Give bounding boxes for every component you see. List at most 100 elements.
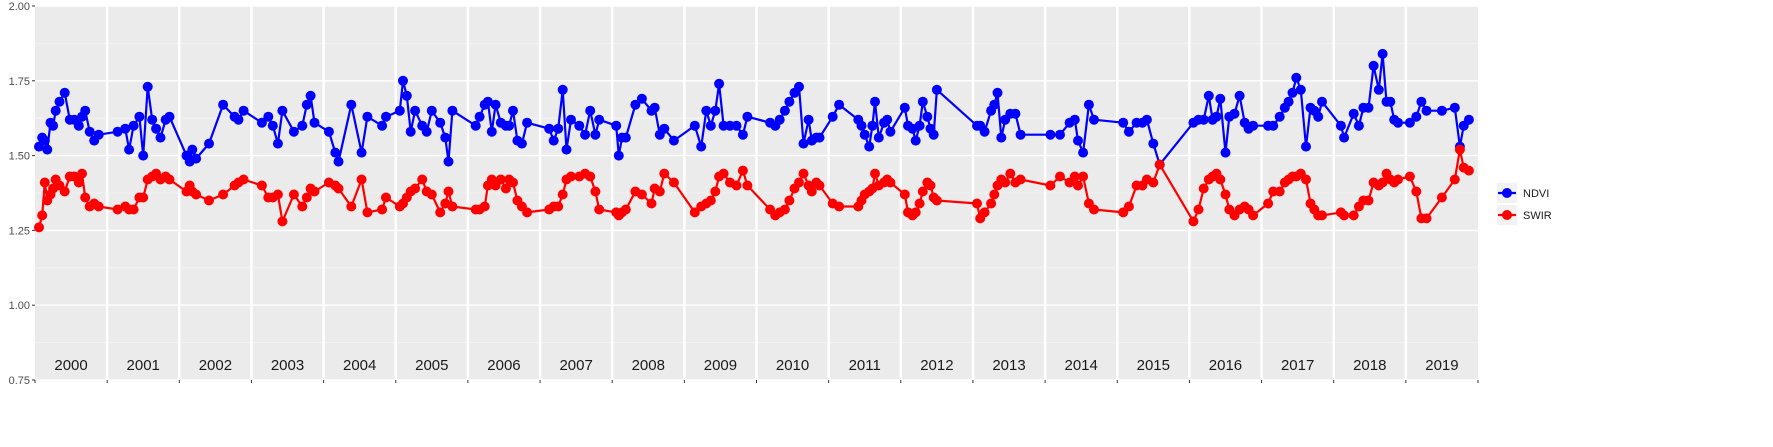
facet-label-layer: 2000 2001 2002 2003 2004 2005 2006 2007 2008 2009…: [54, 6, 1459, 380]
facet-label: 2016: [1209, 357, 1242, 374]
data-point: [611, 120, 622, 131]
facet-label: 2005: [415, 357, 448, 374]
data-point: [330, 147, 341, 158]
facet-label: 2003: [271, 357, 304, 374]
data-point: [1463, 165, 1474, 176]
data-point: [659, 123, 670, 134]
data-point: [1220, 189, 1231, 200]
data-point: [410, 183, 421, 194]
data-point: [59, 87, 70, 98]
data-point: [297, 120, 308, 131]
legend-key-point: [1502, 210, 1512, 220]
data-point: [899, 102, 910, 113]
data-point: [1248, 210, 1259, 221]
data-point: [398, 75, 408, 86]
data-point: [301, 99, 312, 110]
data-point: [856, 120, 867, 131]
data-point: [1015, 129, 1026, 140]
data-point: [305, 90, 316, 101]
data-point: [701, 105, 712, 116]
data-point: [1268, 120, 1279, 131]
data-point: [1073, 135, 1083, 146]
data-point: [1078, 171, 1089, 182]
data-point: [356, 147, 367, 158]
data-point: [1083, 99, 1094, 110]
data-point: [1274, 111, 1285, 122]
data-point: [774, 114, 785, 125]
data-point: [93, 201, 104, 212]
data-point: [899, 189, 910, 200]
data-point: [504, 120, 515, 131]
data-point: [1339, 132, 1350, 143]
data-point: [1005, 168, 1016, 179]
data-point: [1045, 180, 1056, 191]
data-point: [516, 138, 527, 149]
data-point: [1393, 117, 1403, 128]
data-point: [668, 135, 679, 146]
data-point: [482, 96, 493, 107]
data-point: [447, 201, 458, 212]
data-point: [426, 189, 437, 200]
data-point: [1045, 129, 1056, 140]
data-point: [377, 120, 388, 131]
data-point: [630, 99, 641, 110]
y-axis: 0.75 1.00 1.25 1.50 1.75 2.00: [9, 1, 1479, 387]
data-point: [794, 177, 804, 188]
data-point: [1123, 126, 1134, 137]
facet-label: 2013: [992, 357, 1025, 374]
data-point: [931, 84, 942, 95]
data-point: [1000, 177, 1011, 188]
data-point: [474, 111, 485, 122]
data-point: [1416, 96, 1427, 107]
data-point: [1377, 177, 1388, 188]
data-point: [1301, 141, 1311, 152]
data-point: [417, 174, 428, 185]
data-point: [147, 114, 158, 125]
y-tick-label: 1.25: [9, 225, 30, 237]
data-point: [585, 105, 596, 116]
data-point: [323, 126, 334, 137]
facet-label: 2006: [487, 357, 520, 374]
data-point: [263, 111, 274, 122]
data-point: [1404, 171, 1415, 182]
data-point: [277, 216, 288, 227]
data-point: [362, 207, 373, 218]
data-point: [362, 111, 373, 122]
data-point: [1393, 174, 1403, 185]
data-point: [435, 207, 446, 218]
data-point: [689, 120, 700, 131]
data-point: [590, 129, 601, 140]
data-point: [1436, 105, 1447, 116]
data-point: [737, 165, 748, 176]
data-point: [155, 132, 166, 143]
legend-key-point: [1502, 188, 1512, 198]
data-point: [566, 114, 576, 125]
data-point: [917, 186, 928, 197]
data-point: [914, 198, 925, 209]
data-point: [272, 189, 283, 200]
data-point: [1263, 198, 1274, 209]
data-point: [486, 126, 497, 137]
data-point: [346, 99, 357, 110]
data-point: [39, 177, 50, 188]
y-tick-label: 0.75: [9, 375, 30, 387]
data-point: [613, 150, 624, 161]
data-point: [925, 180, 936, 191]
data-point: [1220, 147, 1231, 158]
data-point: [288, 126, 299, 137]
data-point: [112, 126, 123, 137]
legend: NDVI SWIR: [1497, 183, 1552, 225]
data-point: [779, 204, 790, 215]
data-point: [989, 99, 1000, 110]
data-point: [522, 207, 533, 218]
data-point: [297, 201, 308, 212]
data-point: [1055, 129, 1065, 140]
data-point: [381, 111, 391, 122]
data-point: [553, 123, 564, 134]
data-point: [742, 111, 753, 122]
data-point: [910, 207, 921, 218]
data-point: [803, 114, 814, 125]
data-point: [731, 120, 742, 131]
data-point: [917, 96, 928, 107]
